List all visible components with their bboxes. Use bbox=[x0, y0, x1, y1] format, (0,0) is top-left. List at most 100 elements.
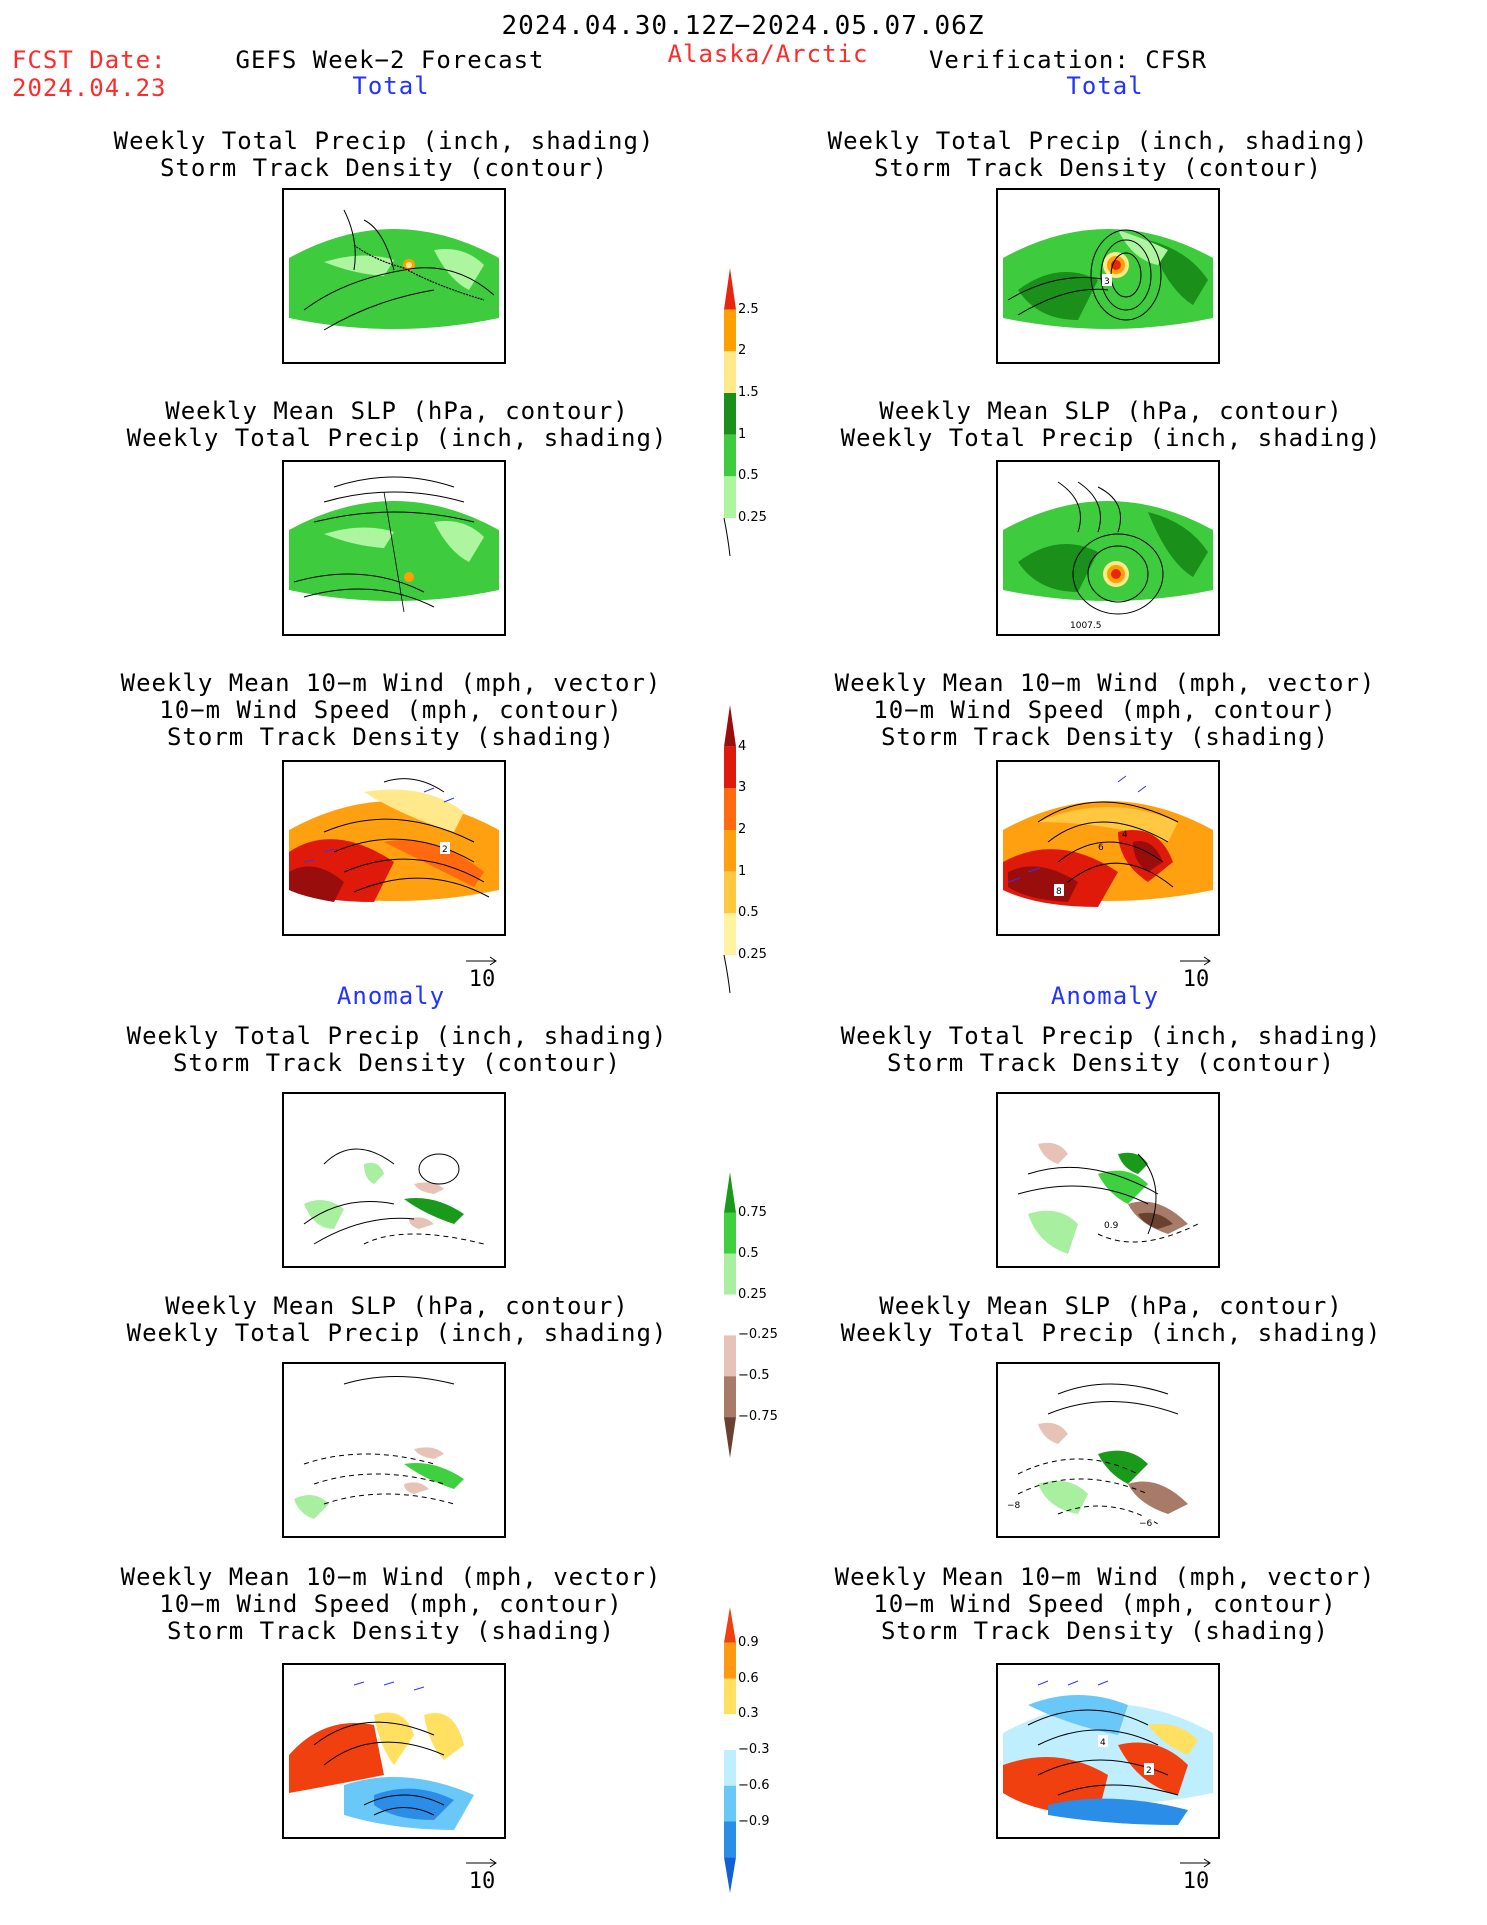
panel-title-obs-slp-precip: Weekly Mean SLP (hPa, contour) Weekly Tot… bbox=[840, 397, 1382, 452]
section-anomaly-right: Anomaly bbox=[1050, 982, 1160, 1010]
colorbar-segment bbox=[724, 830, 736, 872]
map-obs-wind-track-total: 8 4 6 bbox=[996, 760, 1220, 936]
panel-title-fcst-slp-precip: Weekly Mean SLP (hPa, contour) Weekly Tot… bbox=[126, 397, 668, 452]
colorbar-tick-label: 2.5 bbox=[738, 301, 759, 317]
map-label-wind-2: 2 bbox=[442, 845, 448, 855]
colorbar-segment bbox=[724, 1172, 736, 1213]
colorbar-segment bbox=[724, 1821, 736, 1858]
colorbar-segment bbox=[724, 351, 736, 393]
map-label-wind-6: 6 bbox=[1098, 843, 1104, 853]
colorbar-tick-label: −0.9 bbox=[738, 1813, 770, 1829]
map-label-wind-8: 8 bbox=[1056, 887, 1062, 897]
map-obs-precip-track-anom: 0.9 bbox=[996, 1092, 1220, 1268]
colorbar-tick-label: 0.25 bbox=[738, 510, 767, 525]
verification-title: Verification: CFSR bbox=[928, 46, 1208, 74]
colorbar-segment bbox=[724, 1253, 736, 1295]
colorbar-segment bbox=[724, 1607, 736, 1643]
colorbar-segment bbox=[724, 1376, 736, 1418]
colorbar-segment bbox=[724, 393, 736, 435]
map-obs-precip-track-total: 3 bbox=[996, 188, 1220, 364]
map-fcst-precip-track-total bbox=[282, 188, 506, 364]
colorbar-segment bbox=[724, 1417, 736, 1458]
panel-title-obs-wind-track-anom: Weekly Mean 10−m Wind (mph, vector) 10−m … bbox=[834, 1563, 1376, 1645]
vector-reference-label: 10 bbox=[468, 967, 496, 992]
map-fcst-wind-track-total: 2 bbox=[282, 760, 506, 936]
colorbar-segment bbox=[724, 1785, 736, 1822]
colorbar-segment bbox=[724, 434, 736, 477]
colorbar-segment bbox=[724, 1857, 736, 1893]
panel-title-obs-wind-track: Weekly Mean 10−m Wind (mph, vector) 10−m … bbox=[834, 669, 1376, 751]
colorbar-segment bbox=[724, 1212, 736, 1254]
panel-title-obs-slp-precip-anom: Weekly Mean SLP (hPa, contour) Weekly Tot… bbox=[840, 1292, 1382, 1347]
vector-reference-label: 10 bbox=[1182, 1869, 1210, 1894]
colorbar-tick-label: 1 bbox=[738, 426, 747, 442]
colorbar-precip-anom: 0.75 0.5 0.25 −0.25 −0.5 −0.75 bbox=[720, 1172, 780, 1458]
section-total-left: Total bbox=[352, 72, 430, 100]
colorbar-segment bbox=[724, 1294, 736, 1336]
panel-title-fcst-precip-track-anom: Weekly Total Precip (inch, shading) Storm… bbox=[126, 1022, 668, 1077]
map-obs-wind-track-anom: 4 2 bbox=[996, 1663, 1220, 1839]
panel-title-fcst-slp-precip-anom: Weekly Mean SLP (hPa, contour) Weekly Tot… bbox=[126, 1292, 668, 1347]
panel-title-fcst-wind-track: Weekly Mean 10−m Wind (mph, vector) 10−m … bbox=[120, 669, 662, 751]
colorbar-segment bbox=[724, 871, 736, 914]
colorbar-segment bbox=[724, 1678, 736, 1715]
arrow-right-icon bbox=[1180, 956, 1211, 966]
colorbar-segment bbox=[724, 1335, 736, 1377]
colorbar-segment bbox=[724, 746, 736, 789]
colorbar-tick-label: 1.5 bbox=[738, 385, 759, 400]
colorbar-tick-label: 0.3 bbox=[738, 1706, 759, 1722]
panel-title-obs-precip-track-anom: Weekly Total Precip (inch, shading) Storm… bbox=[840, 1022, 1382, 1077]
region-title: Alaska/Arctic bbox=[667, 40, 869, 68]
section-anomaly-left: Anomaly bbox=[336, 982, 446, 1010]
map-label-slp-neg8: −8 bbox=[1007, 1501, 1021, 1511]
map-label-wind-4: 4 bbox=[1122, 830, 1128, 840]
colorbar-tick-label: −0.3 bbox=[738, 1742, 770, 1757]
vector-reference-fcst-total: 10 bbox=[462, 953, 522, 1003]
colorbar-tick-label: 0.5 bbox=[738, 468, 759, 484]
colorbar-tick-label: 2 bbox=[738, 343, 747, 359]
vector-reference-obs-anom: 10 bbox=[1176, 1855, 1236, 1905]
map-fcst-precip-track-anom bbox=[282, 1092, 506, 1268]
colorbar-tick-label: 0.9 bbox=[738, 1634, 759, 1650]
map-fcst-slp-precip-anom bbox=[282, 1362, 506, 1538]
colorbar-tick-label: 4 bbox=[738, 738, 747, 754]
colorbar-wind-anom: 0.9 0.6 0.3 −0.3 −0.6 −0.9 bbox=[720, 1607, 780, 1893]
colorbar-tick-label: 1 bbox=[738, 863, 747, 879]
colorbar-tick-label: 0.75 bbox=[738, 1204, 767, 1220]
panel-title-fcst-precip-track: Weekly Total Precip (inch, shading) Storm… bbox=[113, 127, 655, 182]
map-label-wind-anom-2: 2 bbox=[1146, 1766, 1152, 1776]
panel-title-obs-precip-track: Weekly Total Precip (inch, shading) Storm… bbox=[827, 127, 1369, 182]
map-label-track-3: 3 bbox=[1104, 277, 1110, 287]
arrow-right-icon bbox=[466, 1858, 497, 1868]
colorbar-segment bbox=[724, 1642, 736, 1679]
colorbar-track-total: 4 3 2 1 0.5 0.25 bbox=[720, 705, 780, 995]
vector-reference-obs-total: 10 bbox=[1176, 953, 1236, 1003]
map-obs-slp-precip-anom: −8 −6 bbox=[996, 1362, 1220, 1538]
vector-reference-label: 10 bbox=[468, 1869, 496, 1894]
colorbar-tick-label: 0.6 bbox=[738, 1670, 759, 1686]
panel-title-fcst-wind-track-anom: Weekly Mean 10−m Wind (mph, vector) 10−m … bbox=[120, 1563, 662, 1645]
colorbar-tick-label: 3 bbox=[738, 780, 747, 796]
map-fcst-slp-precip-total bbox=[282, 460, 506, 636]
colorbar-tick-label: −0.6 bbox=[738, 1777, 770, 1793]
colorbar-tick-label: −0.75 bbox=[738, 1409, 778, 1425]
colorbar-segment bbox=[724, 309, 736, 352]
map-obs-slp-precip-total: 1007.5 bbox=[996, 460, 1220, 636]
colorbar-tick-label: −0.25 bbox=[738, 1327, 778, 1343]
date-range-title: 2024.04.30.12Z−2024.05.07.06Z bbox=[501, 11, 985, 41]
colorbar-segment bbox=[724, 705, 736, 747]
arrow-right-icon bbox=[466, 956, 497, 966]
map-label-slp-neg6: −6 bbox=[1139, 1519, 1153, 1529]
colorbar-segment bbox=[724, 788, 736, 830]
colorbar-segment bbox=[724, 268, 736, 310]
fcst-date-value: 2024.04.23 bbox=[12, 74, 167, 102]
map-fcst-wind-track-anom bbox=[282, 1663, 506, 1839]
colorbar-tick-label: 0.5 bbox=[738, 1245, 759, 1261]
colorbar-segment bbox=[724, 1750, 736, 1786]
colorbar-segment bbox=[724, 913, 736, 955]
map-label-track-0-9: 0.9 bbox=[1104, 1221, 1119, 1231]
colorbar-precip-total: 2.5 2 1.5 1 0.5 0.25 bbox=[720, 268, 780, 558]
colorbar-segment bbox=[724, 476, 736, 518]
colorbar-segment bbox=[724, 1714, 736, 1750]
colorbar-tick-label: 0.5 bbox=[738, 905, 759, 921]
